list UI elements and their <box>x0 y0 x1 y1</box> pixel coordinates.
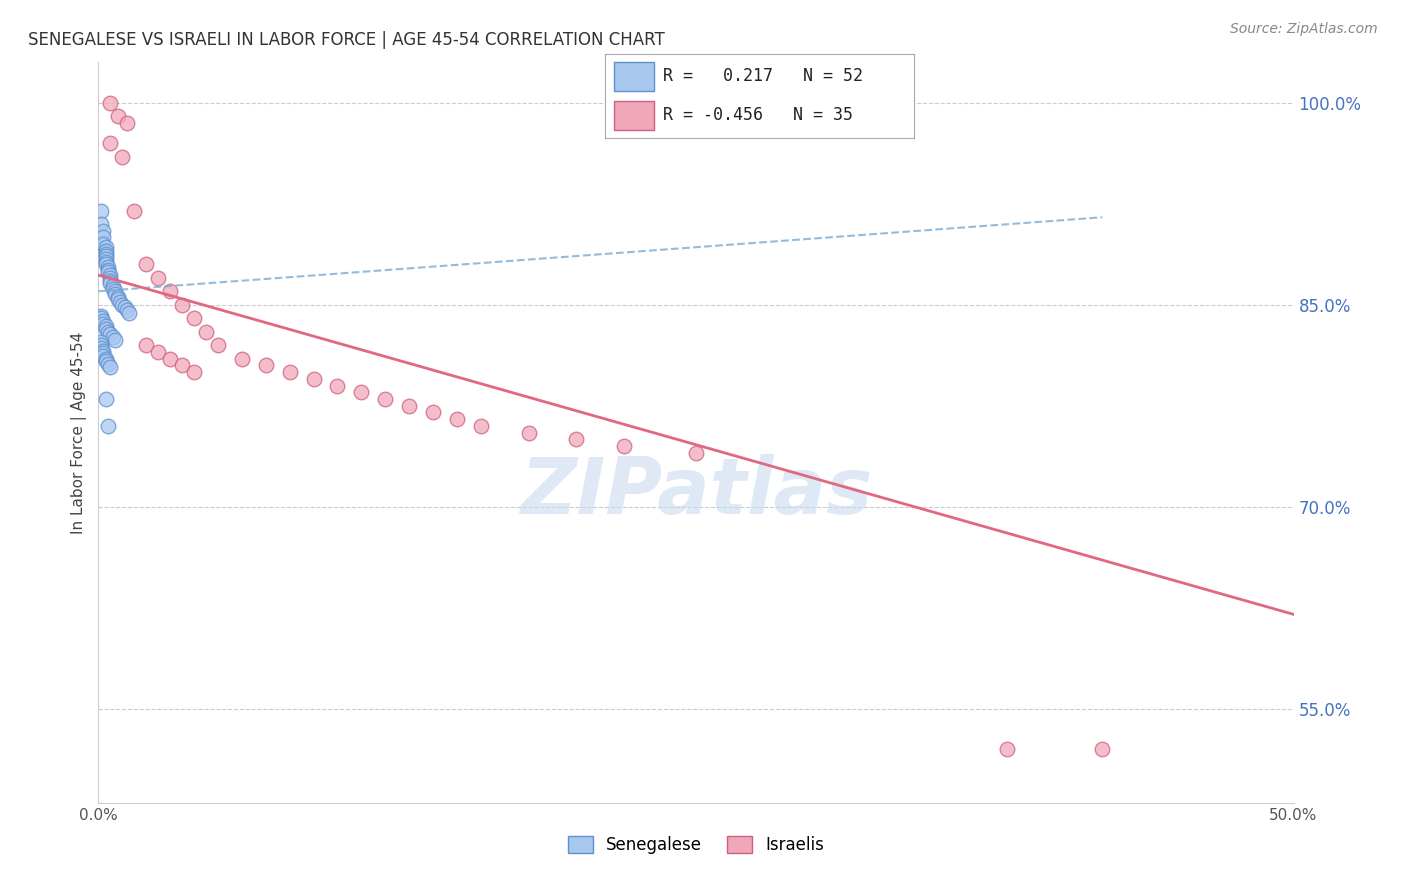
Point <box>97 260 120 274</box>
Point <box>1091 742 1114 756</box>
Point <box>91 346 114 360</box>
Point <box>565 433 588 447</box>
Point <box>91 314 114 328</box>
Point <box>91 230 114 244</box>
Text: Source: ZipAtlas.com: Source: ZipAtlas.com <box>1230 22 1378 37</box>
Point <box>107 109 129 123</box>
Point <box>94 392 117 406</box>
Point <box>91 349 114 363</box>
Point <box>446 412 468 426</box>
Text: R =   0.217   N = 52: R = 0.217 N = 52 <box>664 68 863 86</box>
Point <box>104 333 127 347</box>
Point <box>97 265 120 279</box>
Point <box>90 217 112 231</box>
Point <box>91 317 114 331</box>
Point <box>111 298 134 312</box>
Point <box>98 268 122 282</box>
Point <box>231 351 253 366</box>
Point <box>326 378 349 392</box>
Point <box>172 298 194 312</box>
Point <box>207 338 229 352</box>
Point <box>115 116 138 130</box>
Bar <box>614 62 654 91</box>
Point <box>94 244 117 258</box>
Point <box>995 742 1018 756</box>
Point <box>101 279 124 293</box>
Point <box>94 240 117 254</box>
Point <box>101 282 124 296</box>
Point <box>302 372 325 386</box>
Point <box>90 338 112 352</box>
Text: R = -0.456   N = 35: R = -0.456 N = 35 <box>664 106 853 124</box>
Point <box>97 357 120 371</box>
Point <box>135 338 157 352</box>
Text: ZIPatlas: ZIPatlas <box>520 454 872 530</box>
Point <box>90 203 112 218</box>
Point <box>94 249 117 263</box>
Point <box>685 446 707 460</box>
Point <box>374 392 396 406</box>
Point <box>97 418 120 433</box>
Point <box>172 359 194 373</box>
Point <box>115 303 138 318</box>
Point <box>91 237 114 252</box>
Y-axis label: In Labor Force | Age 45-54: In Labor Force | Age 45-54 <box>72 332 87 533</box>
Point <box>94 351 117 366</box>
Point <box>111 150 134 164</box>
Point <box>94 257 117 271</box>
Point <box>159 285 181 299</box>
Point <box>195 325 218 339</box>
Point <box>148 344 170 359</box>
Point <box>94 319 117 334</box>
Point <box>613 439 636 453</box>
Point <box>98 95 122 110</box>
Point <box>98 327 122 342</box>
Point <box>91 343 114 358</box>
Point <box>98 273 122 287</box>
Point <box>97 262 120 277</box>
Point <box>90 309 112 323</box>
Bar <box>614 101 654 130</box>
Point <box>124 203 146 218</box>
Point <box>118 306 141 320</box>
Point <box>91 224 114 238</box>
Point <box>148 270 170 285</box>
Point <box>183 311 205 326</box>
Point <box>422 405 444 419</box>
Point <box>94 254 117 268</box>
Point <box>97 325 120 339</box>
Point <box>135 257 157 271</box>
Point <box>183 365 205 379</box>
Point <box>98 359 122 374</box>
Text: SENEGALESE VS ISRAELI IN LABOR FORCE | AGE 45-54 CORRELATION CHART: SENEGALESE VS ISRAELI IN LABOR FORCE | A… <box>28 31 665 49</box>
Point <box>398 399 420 413</box>
Point <box>254 359 277 373</box>
Point <box>94 252 117 266</box>
Point <box>90 341 112 355</box>
Point <box>90 335 112 350</box>
Point <box>104 287 127 301</box>
Legend: Senegalese, Israelis: Senegalese, Israelis <box>561 830 831 861</box>
Point <box>98 270 122 285</box>
Point <box>107 290 129 304</box>
Point <box>90 311 112 326</box>
Point <box>94 246 117 260</box>
Point <box>114 301 136 315</box>
Point <box>278 365 301 379</box>
Point <box>159 351 181 366</box>
Point <box>98 276 122 290</box>
Point <box>104 285 127 299</box>
Point <box>98 136 122 151</box>
Point <box>94 354 117 368</box>
Point <box>94 322 117 336</box>
Point <box>517 425 540 440</box>
Point <box>108 295 131 310</box>
Point <box>350 385 373 400</box>
Point <box>101 330 124 344</box>
Point <box>470 418 492 433</box>
Point <box>107 293 129 307</box>
